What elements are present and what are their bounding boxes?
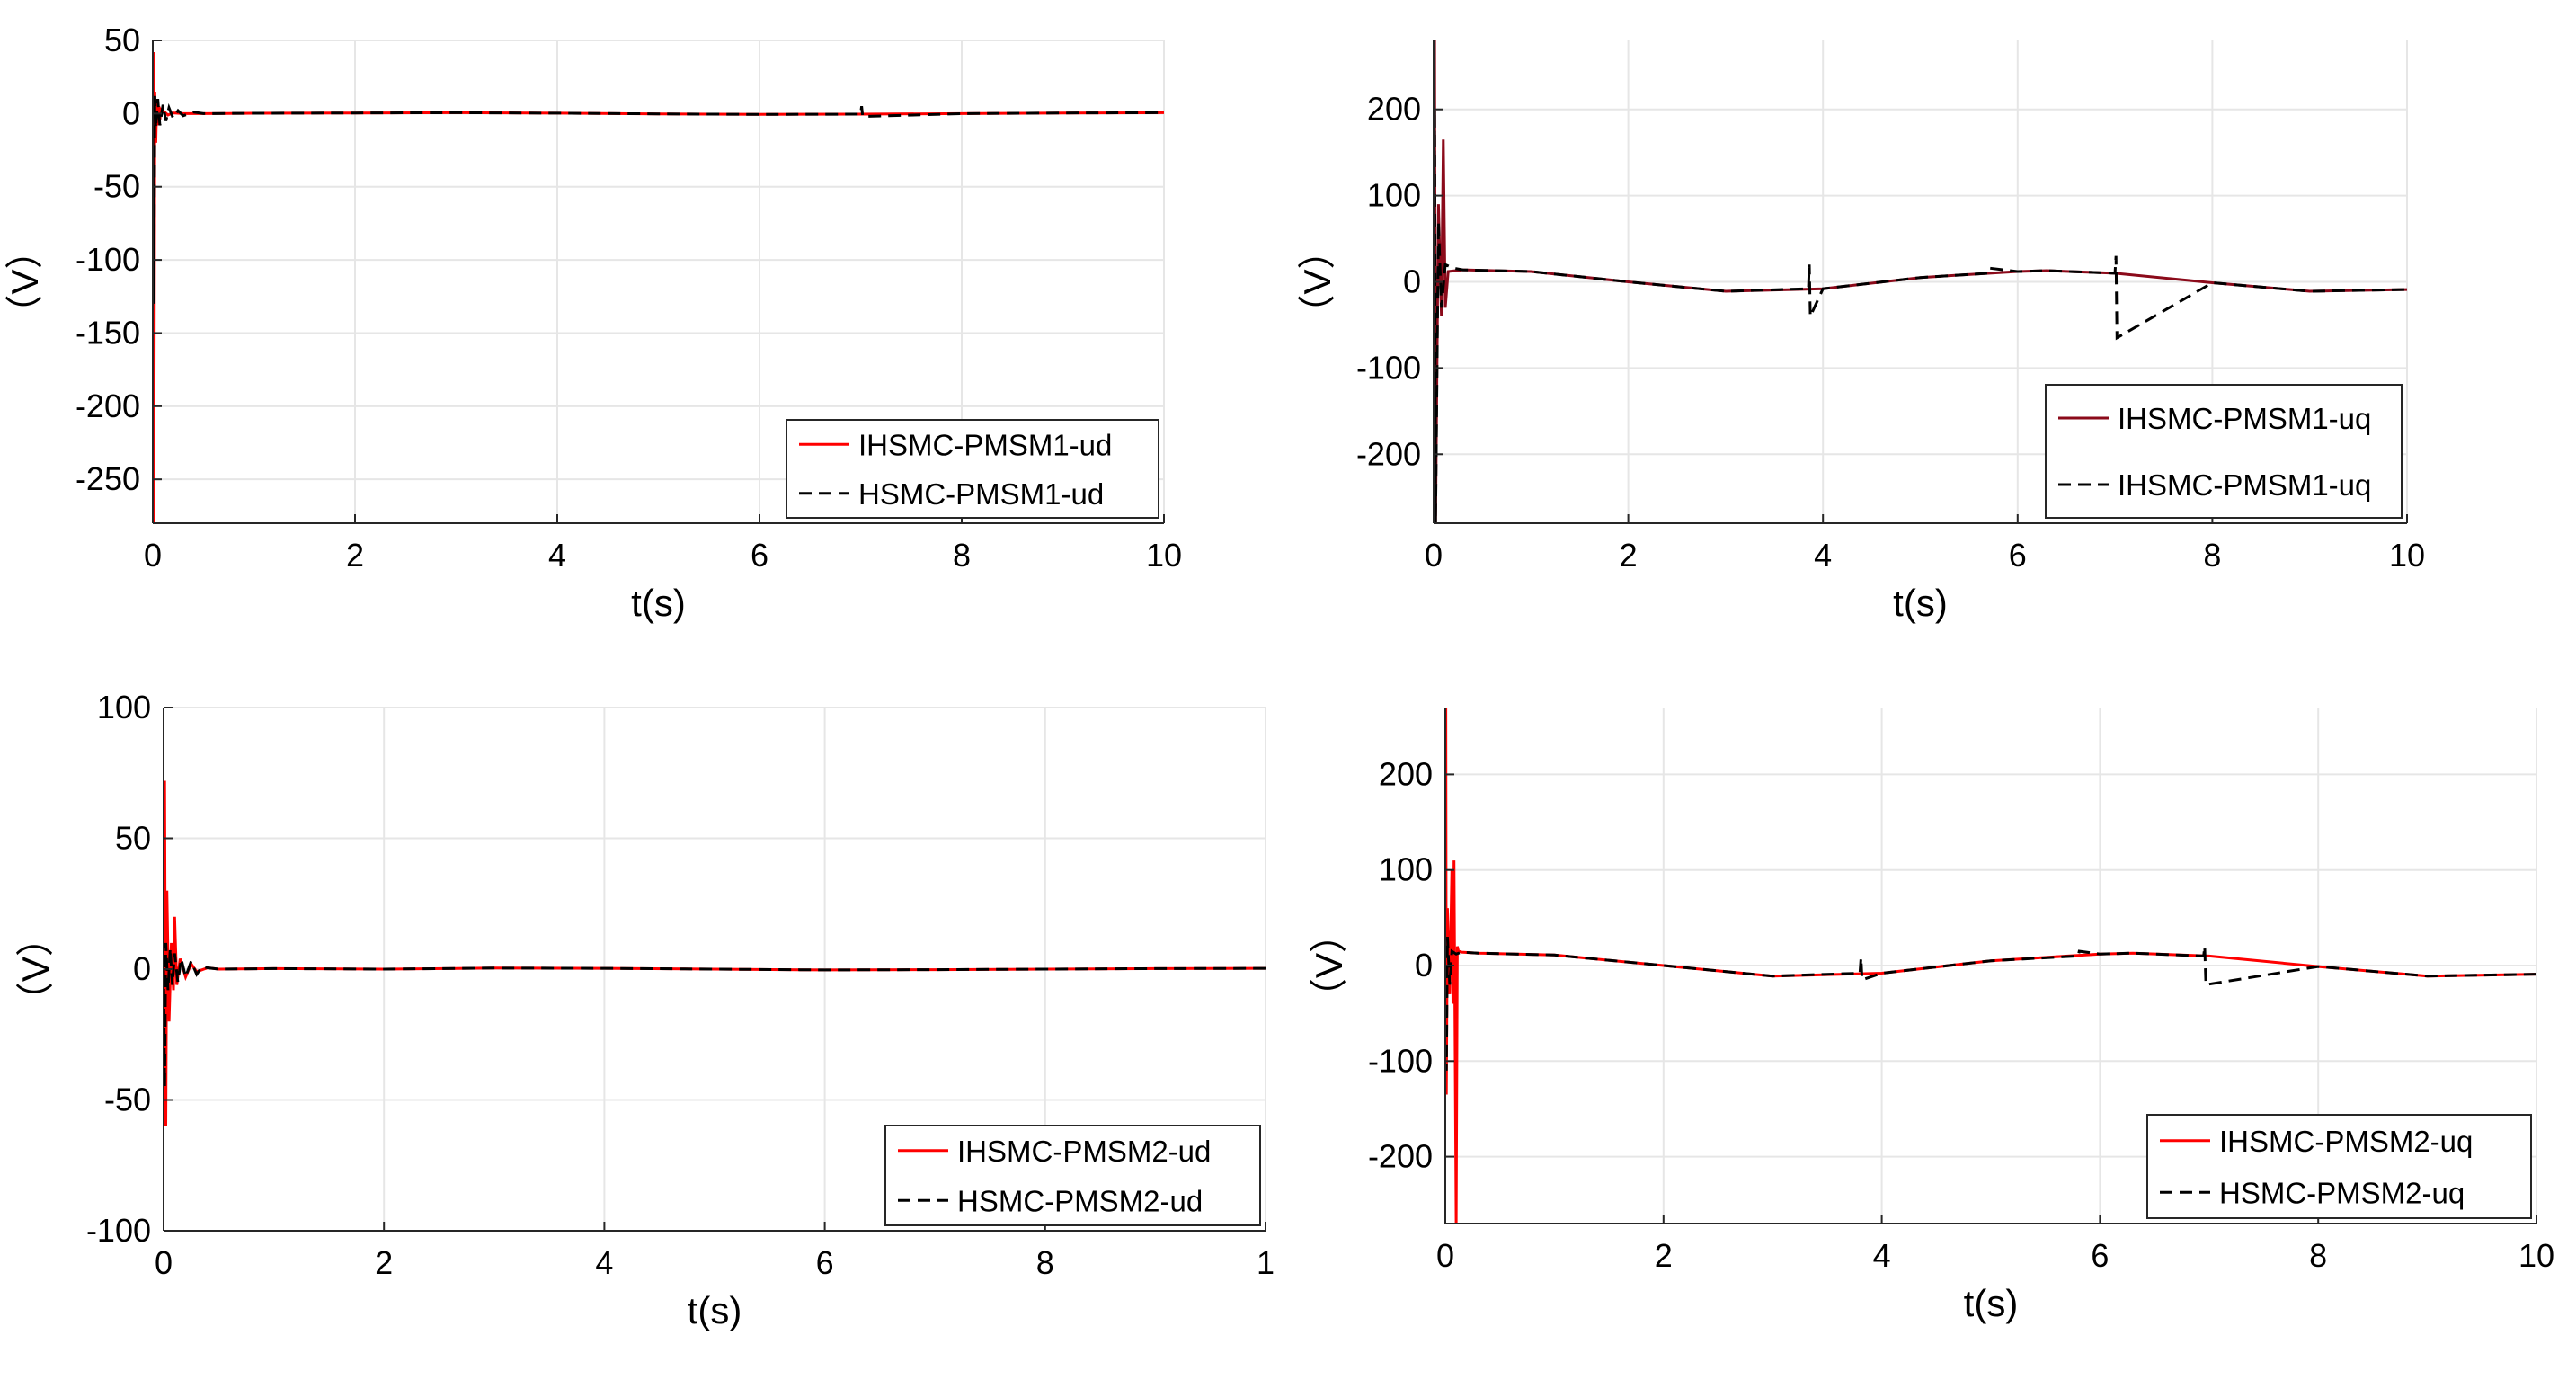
y-tick-label: -100 — [86, 1212, 151, 1249]
x-axis-label: t(s) — [1964, 1282, 2019, 1324]
legend: IHSMC-PMSM2-uq HSMC-PMSM2-uq — [2146, 1114, 2532, 1219]
x-tick-label: 0 — [144, 537, 162, 574]
x-tick-label: 8 — [1036, 1244, 1054, 1281]
legend-box — [2045, 384, 2403, 519]
x-tick-label: 4 — [1814, 537, 1832, 574]
y-axis-label: （V） — [1308, 915, 1350, 1016]
series-line-2 — [1434, 109, 2407, 523]
x-tick-label: 6 — [751, 537, 768, 574]
x-tick-label: 8 — [953, 537, 971, 574]
legend: IHSMC-PMSM1-uq IHSMC-PMSM1-uq — [2045, 384, 2403, 519]
y-tick-label: 0 — [1403, 263, 1421, 300]
legend-box — [2146, 1114, 2532, 1219]
y-tick-label: 100 — [1379, 851, 1433, 888]
y-tick-label: 0 — [133, 950, 151, 987]
y-axis-label: （V） — [1296, 231, 1338, 332]
chart-2: 0 2 4 6 8 10 200 100 0 -100 -200 t(s) （V） IHSMC-PMSM1… — [1296, 40, 2425, 624]
x-tick-label: 6 — [816, 1244, 834, 1281]
x-tick-label: 10 — [1146, 537, 1182, 574]
x-axis-label: t(s) — [688, 1289, 742, 1331]
series-line-2 — [164, 942, 1266, 1088]
y-tick-label: -100 — [76, 241, 140, 278]
y-tick-label: -200 — [1356, 435, 1421, 472]
x-tick-label: 2 — [1655, 1237, 1673, 1274]
series-line-2 — [153, 95, 1164, 304]
y-tick-label: -100 — [1356, 349, 1421, 386]
x-tick-label: 2 — [375, 1244, 393, 1281]
y-axis-label: （V） — [14, 919, 57, 1019]
series-line-1 — [153, 51, 1164, 523]
x-tick-label: 4 — [1873, 1237, 1891, 1274]
x-tick-label: 0 — [155, 1244, 173, 1281]
x-axis-label: t(s) — [1893, 582, 1948, 624]
x-tick-label: 8 — [2309, 1237, 2327, 1274]
x-tick-label: 6 — [2091, 1237, 2109, 1274]
y-axis-label: （V） — [4, 231, 46, 332]
y-tick-label: 50 — [104, 22, 140, 58]
y-tick-label: 0 — [1415, 947, 1433, 984]
x-tick-label: 6 — [2009, 537, 2027, 574]
legend-box — [884, 1125, 1261, 1226]
legend-entry: HSMC-PMSM2-ud — [957, 1184, 1203, 1217]
x-tick-label: 10 — [2389, 537, 2425, 574]
legend: IHSMC-PMSM2-ud HSMC-PMSM2-ud — [884, 1125, 1261, 1226]
y-tick-label: -200 — [1368, 1138, 1433, 1175]
y-tick-label: 200 — [1379, 755, 1433, 792]
legend-entry: IHSMC-PMSM1-ud — [858, 428, 1112, 461]
x-tick-label: 2 — [1620, 537, 1638, 574]
y-tick-label: 200 — [1367, 91, 1421, 128]
y-tick-label: -250 — [76, 460, 140, 497]
x-tick-label: 2 — [346, 537, 364, 574]
y-tick-label: 0 — [122, 94, 140, 131]
y-tick-label: 100 — [1367, 177, 1421, 214]
x-tick-label: 10 — [2518, 1237, 2554, 1274]
legend-entry: IHSMC-PMSM1-uq — [2118, 468, 2371, 502]
chart-3: 0 2 4 6 8 1 100 50 0 -50 -100 t(s) （V） IHSMC-PMSM2-ud… — [14, 689, 1275, 1331]
x-tick-label: 1 — [1257, 1244, 1275, 1281]
legend-entry: HSMC-PMSM1-ud — [858, 477, 1104, 511]
y-tick-label: -50 — [104, 1082, 151, 1118]
x-tick-label: 0 — [1436, 1237, 1454, 1274]
legend-box — [786, 419, 1159, 519]
legend-entry: IHSMC-PMSM1-uq — [2118, 402, 2371, 435]
x-tick-label: 8 — [2203, 537, 2221, 574]
legend: IHSMC-PMSM1-ud HSMC-PMSM1-ud — [786, 419, 1159, 519]
y-tick-label: 50 — [115, 820, 151, 857]
y-tick-label: -150 — [76, 314, 140, 351]
chart-4: 0 2 4 6 8 10 200 100 0 -100 -200 t(s) （V） IHSMC-PMSM2… — [1308, 708, 2554, 1324]
y-tick-label: -200 — [76, 387, 140, 424]
series-line-2 — [1445, 937, 2536, 1071]
y-tick-label: -100 — [1368, 1042, 1433, 1079]
legend-entry: IHSMC-PMSM2-ud — [957, 1135, 1211, 1168]
legend-entry: HSMC-PMSM2-uq — [2219, 1176, 2465, 1209]
y-tick-label: 100 — [97, 689, 151, 726]
y-tick-label: -50 — [93, 168, 140, 205]
x-axis-label: t(s) — [631, 582, 686, 624]
x-tick-label: 4 — [548, 537, 566, 574]
x-tick-label: 0 — [1425, 537, 1443, 574]
chart-1: 0 2 4 6 8 10 50 0 -50 -100 -150 -200 -250 t(s) （V） IHSM… — [4, 22, 1182, 624]
legend-entry: IHSMC-PMSM2-uq — [2219, 1125, 2473, 1158]
x-tick-label: 4 — [595, 1244, 613, 1281]
